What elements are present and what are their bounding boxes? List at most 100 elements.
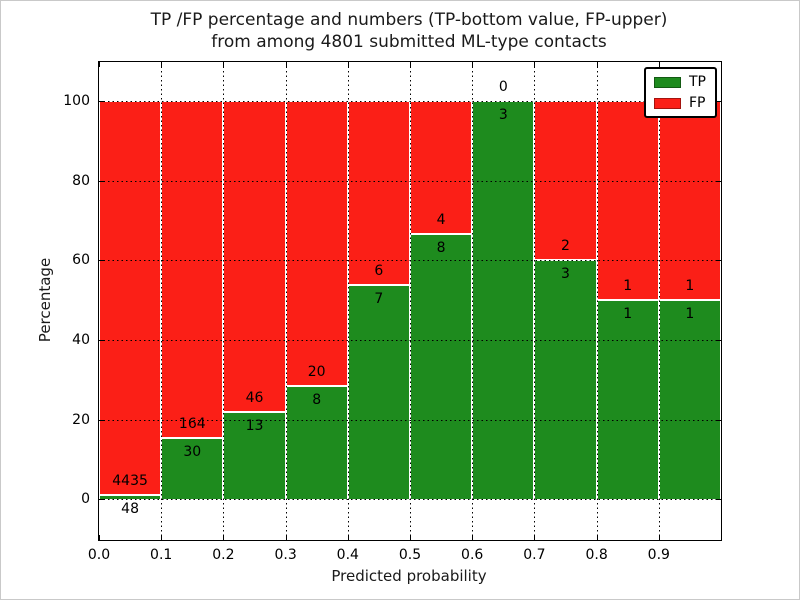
legend-label-tp: TP xyxy=(689,74,706,90)
x-tick-label: 0.4 xyxy=(336,547,359,563)
y-tick-mark xyxy=(99,101,104,103)
x-tick-mark xyxy=(347,535,349,540)
y-tick-mark-right xyxy=(716,180,721,182)
tp-count-label: 1 xyxy=(623,306,633,323)
y-tick-mark-right xyxy=(716,101,721,103)
x-tick-mark xyxy=(161,535,163,540)
legend-row: TP xyxy=(654,75,706,89)
bar-segment-fp xyxy=(161,101,224,438)
y-tick-mark-right xyxy=(716,499,721,501)
x-tick-mark-top xyxy=(658,62,660,67)
y-tick-label: 40 xyxy=(72,332,90,349)
fp-count-label: 46 xyxy=(245,389,264,406)
v-gridline xyxy=(410,62,411,540)
fp-count-label: 20 xyxy=(307,363,326,380)
x-axis-label: Predicted probability xyxy=(331,567,487,585)
legend-swatch-tp xyxy=(654,76,681,88)
tp-count-label: 8 xyxy=(436,239,446,256)
y-tick-mark xyxy=(99,419,104,421)
x-tick-mark xyxy=(658,535,660,540)
bar-segment-fp xyxy=(285,101,348,386)
y-tick-label: 20 xyxy=(72,411,90,428)
x-tick-label: 0.2 xyxy=(212,547,235,563)
v-gridline xyxy=(347,62,349,540)
plot-area: TP FP 4435 48 164 30 46 13 20 8 6 7 4 8 0 3 2 3 1 1 1 1 0 20 40… xyxy=(63,61,722,563)
tp-count-label: 3 xyxy=(561,266,570,283)
bar-segment-tp xyxy=(99,495,162,500)
fp-count-label: 164 xyxy=(178,415,206,432)
x-tick-mark xyxy=(285,535,287,540)
x-tick-mark-top xyxy=(347,62,349,67)
bar-segment-tp xyxy=(596,300,659,500)
fp-count-label: 4 xyxy=(436,211,446,228)
bar-segment-tp xyxy=(472,101,535,500)
bar-segment-fp xyxy=(596,101,659,301)
tp-count-label: 13 xyxy=(245,417,264,434)
y-tick-mark-right xyxy=(716,260,721,262)
x-tick-mark-top xyxy=(223,62,225,67)
x-tick-label: 0.1 xyxy=(150,547,173,563)
x-tick-label: 0.8 xyxy=(585,547,608,563)
y-tick-label: 80 xyxy=(72,172,90,189)
bar-segment-fp xyxy=(223,101,286,412)
y-tick-mark-right xyxy=(716,340,721,342)
v-gridline xyxy=(596,62,598,540)
x-tick-mark xyxy=(596,535,598,540)
x-tick-label: 0.3 xyxy=(274,547,297,563)
chart-title-line2: from among 4801 submitted ML-type contac… xyxy=(211,32,607,52)
tp-count-label: 1 xyxy=(685,306,695,323)
x-tick-mark-top xyxy=(596,62,598,67)
fp-count-label: 0 xyxy=(498,79,508,96)
x-tick-mark xyxy=(472,535,474,540)
y-tick-mark xyxy=(99,180,104,182)
fp-count-label: 2 xyxy=(561,238,570,255)
tp-count-label: 3 xyxy=(498,107,508,124)
y-tick-label: 0 xyxy=(81,491,90,508)
x-tick-label: 0.5 xyxy=(398,547,422,563)
x-tick-label: 0.9 xyxy=(647,547,670,563)
x-tick-label: 0.6 xyxy=(461,547,484,563)
y-tick-mark xyxy=(99,340,104,342)
bar-segment-tp xyxy=(658,300,721,500)
y-tick-label: 100 xyxy=(63,93,90,110)
x-tick-mark-top xyxy=(99,62,100,67)
x-tick-mark-top xyxy=(472,62,474,67)
v-gridline xyxy=(472,62,474,540)
legend-swatch-fp xyxy=(654,97,681,109)
x-tick-mark-top xyxy=(285,62,287,67)
bar-segment-tp xyxy=(410,233,473,500)
y-tick-mark xyxy=(99,260,104,262)
bar-segment-fp xyxy=(99,101,162,496)
fp-count-label: 4435 xyxy=(112,473,148,490)
bar-segment-tp xyxy=(347,284,410,500)
legend-label-fp: FP xyxy=(689,95,706,111)
y-tick-label: 60 xyxy=(72,252,90,269)
y-axis-label: Percentage xyxy=(36,257,54,343)
fp-count-label: 6 xyxy=(374,262,384,279)
x-tick-label: 0.7 xyxy=(523,547,546,563)
x-tick-mark xyxy=(410,535,411,540)
legend: TP FP xyxy=(644,67,717,118)
x-tick-mark xyxy=(534,535,536,540)
tp-count-label: 8 xyxy=(312,391,322,408)
bar-segment-tp xyxy=(223,411,286,500)
bar-segment-fp xyxy=(347,101,410,285)
v-gridline xyxy=(223,62,225,540)
tp-count-label: 7 xyxy=(374,290,384,307)
bar-segment-tp xyxy=(285,385,348,500)
x-tick-label: 0.0 xyxy=(87,547,111,563)
fp-count-label: 1 xyxy=(685,278,695,295)
v-gridline xyxy=(658,62,660,540)
x-tick-mark xyxy=(99,535,100,540)
bar-segment-tp xyxy=(534,260,597,500)
v-gridline xyxy=(534,62,536,540)
v-gridline xyxy=(161,62,163,540)
chart-title: TP /FP percentage and numbers (TP-bottom… xyxy=(98,9,720,53)
x-tick-mark-top xyxy=(161,62,163,67)
tp-count-label: 30 xyxy=(183,443,202,460)
bar-segment-fp xyxy=(658,101,721,301)
tp-count-label: 48 xyxy=(121,501,140,518)
legend-row: FP xyxy=(654,96,706,110)
y-tick-mark-right xyxy=(716,419,721,421)
